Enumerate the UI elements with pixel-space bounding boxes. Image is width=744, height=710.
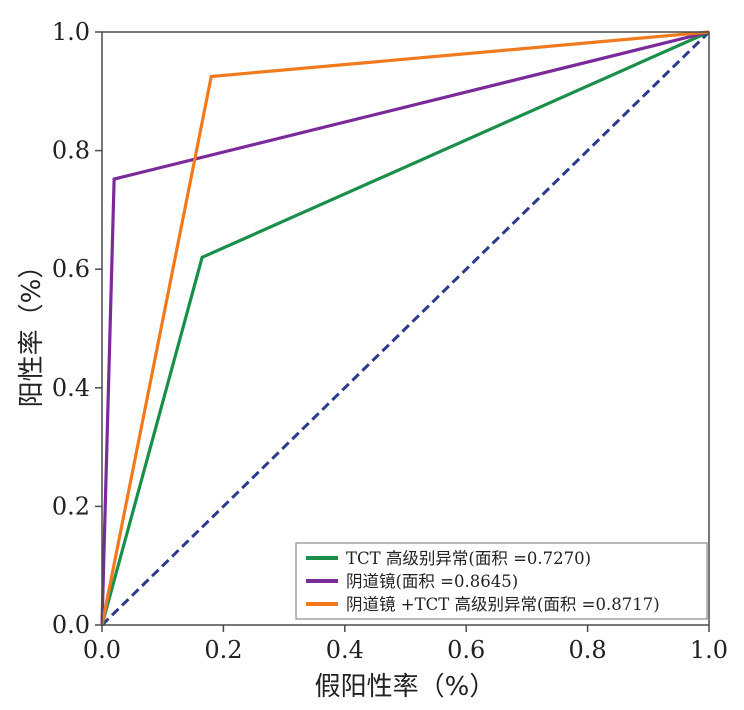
x-tick-label: 0.8 (569, 636, 607, 664)
reference-diagonal-line (100, 30, 711, 627)
x-axis-title: 假阳性率（%） (315, 672, 496, 702)
axes: 0.0 0.2 0.4 0.6 0.8 1.0 0.0 0.2 0.4 0.6 0.8 1.0 (52, 18, 728, 664)
y-tick-label: 0.8 (52, 137, 90, 165)
y-tick-label: 0.0 (52, 611, 90, 639)
x-tick-label: 0.0 (83, 636, 121, 664)
y-tick-label: 1.0 (52, 18, 90, 46)
x-tick-label: 0.2 (204, 636, 242, 664)
y-tick-label: 0.2 (52, 492, 90, 520)
legend: TCT 高级别异常(面积 =0.7270) 阴道镜(面积 =0.8645) 阴道镜 … (295, 542, 708, 620)
y-tick-label: 0.4 (52, 374, 90, 402)
x-tick-label: 0.4 (326, 636, 364, 664)
legend-box (295, 542, 708, 620)
legend-label-1: TCT 高级别异常(面积 =0.7270) (346, 549, 591, 568)
y-axis-title: 阳性率（%） (17, 253, 47, 408)
x-tick-label: 0.6 (447, 636, 485, 664)
plot-frame (101, 31, 710, 626)
plot-area (100, 30, 711, 627)
x-tick-label: 1.0 (690, 636, 728, 664)
series-line-3 (100, 30, 710, 626)
legend-label-3: 阴道镜 +TCT 高级别异常(面积 =0.8717) (346, 595, 660, 614)
series-line-1 (100, 30, 710, 626)
y-tick-label: 0.6 (52, 255, 90, 283)
series-line-2 (100, 30, 710, 626)
legend-label-2: 阴道镜(面积 =0.8645) (346, 572, 518, 591)
